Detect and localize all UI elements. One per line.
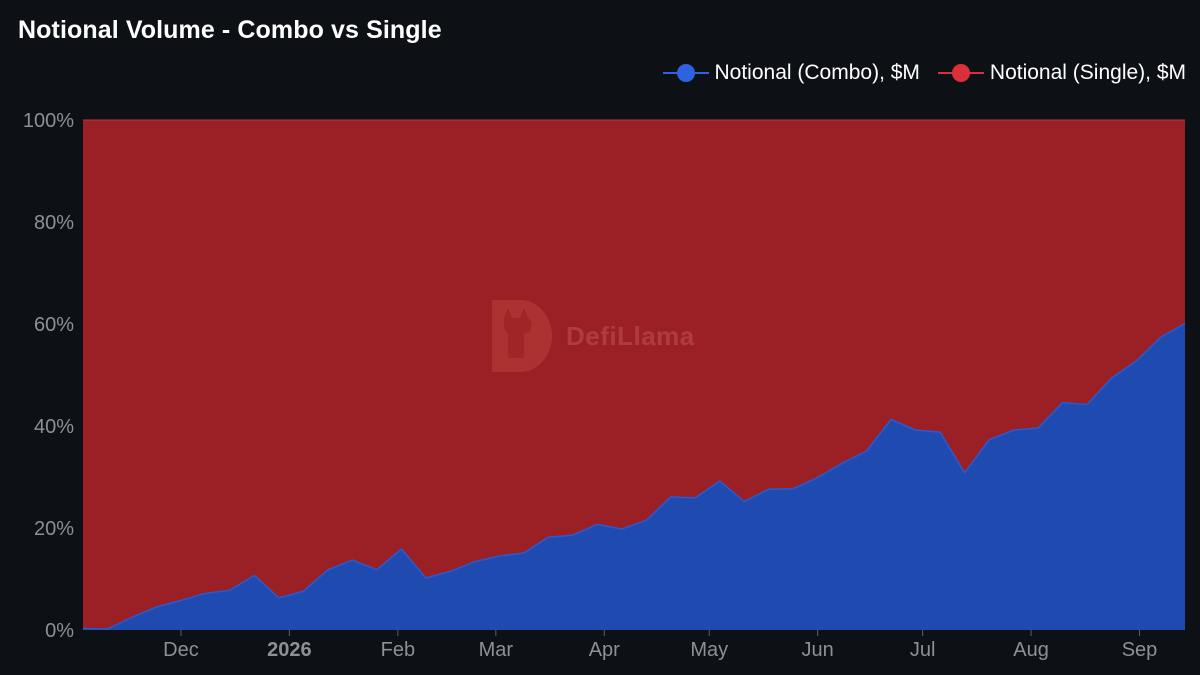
x-tick-label: May	[690, 639, 728, 661]
x-tick-label: Feb	[381, 639, 415, 661]
series-area-combo	[83, 323, 1185, 630]
x-tick-label: Sep	[1122, 639, 1158, 661]
legend-item-combo[interactable]: Notional (Combo), $M	[662, 61, 920, 85]
y-tick-label: 0%	[45, 620, 74, 642]
legend-marker-combo	[662, 64, 709, 82]
y-tick-label: 60%	[34, 314, 74, 336]
legend-marker-single	[937, 64, 984, 82]
watermark-text: DefiLlama	[566, 320, 695, 351]
x-tick-label: Jun	[802, 639, 834, 661]
x-tick-label: Aug	[1013, 639, 1049, 661]
y-tick-label: 40%	[34, 416, 74, 438]
legend-item-single[interactable]: Notional (Single), $M	[937, 61, 1186, 85]
x-tick-label: Mar	[479, 639, 514, 661]
llama-logo-icon	[492, 300, 552, 372]
x-tick-label: Dec	[163, 639, 199, 661]
legend: Notional (Combo), $M Notional (Single), …	[662, 61, 1186, 85]
watermark: DefiLlama	[490, 298, 695, 374]
series-area-single	[83, 120, 1185, 629]
legend-label-combo: Notional (Combo), $M	[714, 61, 920, 84]
x-tick-label: Jul	[910, 639, 936, 661]
legend-label-single: Notional (Single), $M	[989, 61, 1186, 84]
y-tick-label: 80%	[34, 212, 74, 234]
y-tick-label: 20%	[34, 518, 74, 540]
chart-title: Notional Volume - Combo vs Single	[18, 16, 442, 44]
x-tick-label: Apr	[589, 639, 620, 661]
series-line-combo	[82, 322, 1186, 630]
y-tick-label: 100%	[23, 110, 74, 132]
x-tick-label: 2026	[267, 639, 312, 661]
